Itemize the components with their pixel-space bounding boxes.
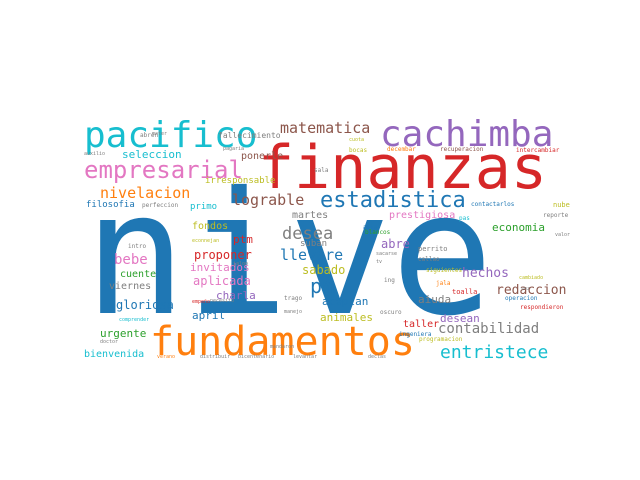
cloud-word: alta xyxy=(363,224,378,231)
cloud-word: entristece xyxy=(440,342,549,363)
cloud-word: fallecimiento xyxy=(218,131,281,140)
cloud-word: toalla xyxy=(452,288,478,296)
cloud-word: hechos xyxy=(462,266,509,281)
cloud-word: sabado xyxy=(302,263,346,277)
cloud-word: doctor xyxy=(100,339,119,345)
cloud-word: april xyxy=(192,309,226,322)
cloud-word: abre xyxy=(381,237,410,251)
cloud-word: bienvenida xyxy=(84,349,145,360)
cloud-word: bocas xyxy=(349,147,368,154)
cloud-word: aceptan xyxy=(322,295,369,308)
cloud-word: sacarse xyxy=(376,251,398,257)
cloud-word: auxilio xyxy=(84,151,106,157)
cloud-word: operacion xyxy=(505,295,538,302)
cloud-word: programacion xyxy=(419,336,463,343)
cloud-word: redaccion xyxy=(496,283,567,298)
cloud-word: distribuir xyxy=(200,354,231,360)
cloud-word: sala xyxy=(314,167,329,174)
cloud-word: cachimba xyxy=(380,114,554,155)
cloud-word: decembar xyxy=(387,146,416,153)
cloud-word: perfeccion xyxy=(142,202,179,209)
cloud-word: aiuda xyxy=(418,293,452,306)
cloud-word: abren xyxy=(140,132,159,139)
cloud-word: pas xyxy=(459,215,470,222)
cloud-word: ptm xyxy=(233,233,253,246)
cloud-word: filosofia xyxy=(86,200,135,210)
cloud-word: primo xyxy=(190,202,218,212)
cloud-word: cuota xyxy=(349,137,365,143)
cloud-word: valor xyxy=(555,232,571,238)
cloud-word: levantar xyxy=(293,354,318,360)
cloud-word: fondos xyxy=(192,221,229,232)
cloud-word: seleccion xyxy=(122,148,182,161)
cloud-word: mandaron xyxy=(270,344,295,350)
cloud-word: matematica xyxy=(280,119,371,137)
cloud-word: respondieron xyxy=(520,304,564,311)
cloud-word: estadistica xyxy=(320,188,466,213)
cloud-word: nivelacion xyxy=(100,184,191,202)
cloud-word: recuperacion xyxy=(440,146,484,153)
cloud-word: viernes xyxy=(109,281,152,292)
cloud-word: bebe xyxy=(114,252,148,268)
cloud-word: martes xyxy=(292,210,329,221)
cloud-word: pm xyxy=(310,274,335,298)
cloud-word: aplicada xyxy=(193,274,251,288)
cloud-word: contabilidad xyxy=(438,321,540,337)
cloud-word: cuente xyxy=(120,269,157,280)
cloud-word: comprender xyxy=(119,317,150,323)
cloud-word: nive xyxy=(84,156,494,354)
cloud-word: desean xyxy=(440,312,480,325)
cloud-word: animales xyxy=(320,311,373,324)
cloud-word: suban xyxy=(300,239,328,249)
cloud-word: perrito xyxy=(418,245,448,253)
cloud-word: necesito xyxy=(210,298,235,304)
cloud-word: ing xyxy=(384,277,395,284)
cloud-word: pagaria xyxy=(223,146,245,152)
cloud-word: proponer xyxy=(194,248,252,262)
cloud-word: urgente xyxy=(100,327,147,340)
cloud-word: lograble xyxy=(232,191,305,209)
cloud-word: economia xyxy=(492,221,545,234)
cloud-word: jaloo xyxy=(233,261,249,267)
cloud-word: callao xyxy=(418,256,440,263)
cloud-word: contactarlos xyxy=(471,201,515,208)
cloud-word: intercambiar xyxy=(516,147,560,154)
cloud-word: empeño xyxy=(192,299,211,305)
cloud-word: llevare xyxy=(280,246,344,264)
cloud-word: bicentenario xyxy=(238,354,275,360)
cloud-word: econnejan xyxy=(192,238,220,244)
cloud-word: invitados xyxy=(190,261,250,274)
cloud-word: intro xyxy=(128,243,147,250)
cloud-word: vez xyxy=(521,286,531,292)
cloud-word: trago xyxy=(284,295,303,302)
cloud-word: siguientes xyxy=(426,267,463,274)
cloud-word: verano xyxy=(157,354,176,360)
cloud-word: pacifico xyxy=(84,115,258,156)
cloud-word: gloriosa xyxy=(116,298,174,312)
cloud-word: cambiado xyxy=(519,275,544,281)
cloud-word: ponerle xyxy=(241,151,284,162)
cloud-word: blancos xyxy=(365,229,391,236)
cloud-word: manejo xyxy=(284,309,303,315)
cloud-word: prestigiosa xyxy=(389,210,456,221)
cloud-word: taller xyxy=(403,319,440,330)
cloud-word: desea xyxy=(282,224,334,244)
cloud-word: irresponsable xyxy=(205,176,276,186)
cloud-word: finanzas xyxy=(258,133,547,203)
cloud-word: tv xyxy=(376,259,383,265)
cloud-word: nube xyxy=(553,201,570,209)
cloud-word: jala xyxy=(436,280,451,287)
cloud-word: declas xyxy=(368,354,387,360)
cloud-word: reporte xyxy=(543,212,569,219)
cloud-word: empresarial xyxy=(84,156,243,184)
cloud-word: mater xyxy=(152,131,168,137)
cloud-word: fundamentos xyxy=(150,319,415,365)
cloud-word: oscuro xyxy=(380,309,402,316)
cloud-word: charla xyxy=(216,289,256,302)
cloud-word: ingeniera xyxy=(399,331,432,338)
